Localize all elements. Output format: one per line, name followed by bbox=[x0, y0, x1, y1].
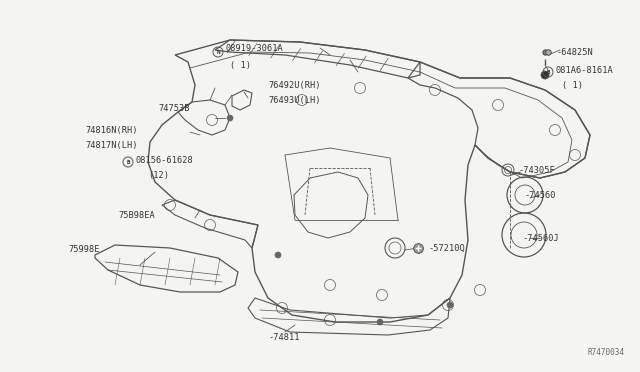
Circle shape bbox=[447, 302, 453, 308]
Text: 75998E: 75998E bbox=[68, 246, 99, 254]
Text: 76493U(LH): 76493U(LH) bbox=[268, 96, 321, 105]
Circle shape bbox=[541, 71, 549, 79]
Text: -57210Q: -57210Q bbox=[428, 244, 465, 253]
Text: ( 1): ( 1) bbox=[230, 61, 251, 70]
Text: 08919-3061A: 08919-3061A bbox=[225, 44, 283, 52]
Text: B: B bbox=[547, 70, 550, 74]
Text: 08156-61628: 08156-61628 bbox=[136, 155, 194, 164]
Text: ( 1): ( 1) bbox=[562, 80, 583, 90]
Text: -64825N: -64825N bbox=[556, 48, 593, 57]
Text: -74305F: -74305F bbox=[518, 166, 555, 174]
Text: -74560: -74560 bbox=[525, 190, 557, 199]
Text: 74753B: 74753B bbox=[158, 103, 189, 112]
Text: 081A6-8161A: 081A6-8161A bbox=[556, 65, 614, 74]
Text: 76492U(RH): 76492U(RH) bbox=[268, 80, 321, 90]
Text: -74811: -74811 bbox=[268, 334, 300, 343]
Text: 74816N(RH): 74816N(RH) bbox=[85, 125, 138, 135]
Circle shape bbox=[377, 319, 383, 325]
Circle shape bbox=[227, 115, 233, 121]
Text: R7470034: R7470034 bbox=[588, 348, 625, 357]
Text: 75B98EA: 75B98EA bbox=[118, 211, 155, 219]
Text: B: B bbox=[126, 160, 130, 164]
Text: N: N bbox=[216, 49, 220, 55]
Text: -74560J: -74560J bbox=[522, 234, 559, 243]
Text: (12): (12) bbox=[148, 170, 169, 180]
Circle shape bbox=[275, 252, 281, 258]
Text: 74817N(LH): 74817N(LH) bbox=[85, 141, 138, 150]
